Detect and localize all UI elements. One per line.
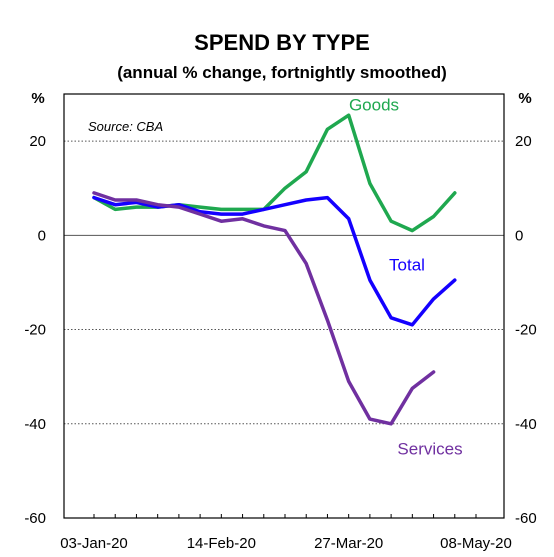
x-tick-label: 08-May-20 xyxy=(440,535,512,552)
y-tick-label-left: -60 xyxy=(24,510,46,527)
series-label-services: Services xyxy=(397,439,462,458)
series-label-goods: Goods xyxy=(349,95,399,114)
y-tick-label-right: 20 xyxy=(515,133,532,150)
y-axis-right: -60 -40 -20 0 20 xyxy=(515,133,537,527)
x-tick-label: 14-Feb-20 xyxy=(187,535,256,552)
y-tick-label-right: 0 xyxy=(515,227,523,244)
y-tick-label-right: -20 xyxy=(515,322,537,339)
y-tick-label-right: -60 xyxy=(515,510,537,527)
y-tick-label-left: -20 xyxy=(24,322,46,339)
x-tick-label: 03-Jan-20 xyxy=(60,535,128,552)
y-unit-right: % xyxy=(518,90,531,107)
series-labels: Goods Total Services xyxy=(349,95,463,458)
chart-subtitle: (annual % change, fortnightly smoothed) xyxy=(117,63,447,82)
y-tick-label-left: -40 xyxy=(24,416,46,433)
y-tick-label-left: 20 xyxy=(29,133,46,150)
x-tick-label: 27-Mar-20 xyxy=(314,535,383,552)
chart-title: SPEND BY TYPE xyxy=(194,30,370,55)
series-line-services xyxy=(92,191,436,426)
y-tick-label-left: 0 xyxy=(38,227,46,244)
series-label-total: Total xyxy=(389,256,425,275)
plot-frame xyxy=(63,93,505,519)
series-group xyxy=(92,113,457,426)
y-tick-label-right: -40 xyxy=(515,416,537,433)
y-unit-left: % xyxy=(31,90,44,107)
source-note: Source: CBA xyxy=(88,119,163,134)
x-axis: 03-Jan-20 14-Feb-20 27-Mar-20 08-May-20 xyxy=(60,514,512,552)
series-line-total xyxy=(92,195,457,327)
y-axis-left: -60 -40 -20 0 20 xyxy=(24,133,46,527)
grid-lines xyxy=(64,140,504,425)
